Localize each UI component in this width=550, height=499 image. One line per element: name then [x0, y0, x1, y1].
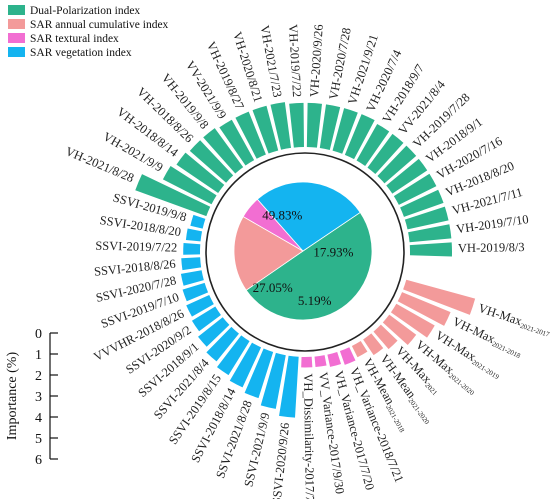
- bar-1: [408, 224, 452, 243]
- importance-axis: 0 1 2 3 4 5 6 Importance (%): [5, 327, 58, 468]
- bar-29: [186, 295, 214, 317]
- bar-41: [339, 347, 356, 365]
- legend-swatch-1: [8, 19, 25, 29]
- bar-20: [176, 152, 225, 193]
- bar-12: [306, 102, 322, 148]
- bar-45: [382, 314, 417, 346]
- legend-swatch-2: [8, 33, 25, 43]
- bar-label-1: VH-2019/7/10: [455, 212, 529, 236]
- bar-25: [183, 243, 201, 255]
- legend-swatch-3: [8, 47, 25, 57]
- legend-label-1: SAR annual cumulative index: [30, 19, 169, 31]
- inner-ring: [205, 152, 405, 352]
- bar-28: [182, 282, 209, 302]
- bar-15: [252, 105, 279, 154]
- bar-34: [229, 342, 262, 388]
- bar-label-sub-45: 2021-2020: [447, 371, 476, 397]
- bar-label-sub-46: 2021-2019: [471, 358, 501, 381]
- bar-9: [344, 114, 375, 160]
- bar-35: [244, 348, 274, 399]
- bar-48: [403, 279, 476, 315]
- pie-label-2: 5.19%: [298, 293, 332, 308]
- bar-4: [393, 173, 437, 205]
- legend-label-2: SAR textural index: [30, 33, 119, 45]
- bar-42: [351, 340, 368, 358]
- bar-33: [216, 335, 250, 376]
- bar-38: [301, 356, 313, 368]
- bar-22: [135, 174, 211, 217]
- bar-label-37: SSVI-2020/9/26: [269, 422, 292, 499]
- bar-8: [356, 123, 390, 166]
- pie-label-0: 49.83%: [262, 207, 302, 222]
- bar-7: [367, 133, 404, 175]
- bar-17: [219, 119, 255, 166]
- axis-tick-label-6: 6: [35, 453, 42, 468]
- bar-label-sub-47: 2021-2018: [491, 340, 522, 360]
- bar-46: [390, 303, 435, 338]
- bar-label-13: VH-2019/7/22: [286, 24, 304, 98]
- bar-5: [386, 158, 428, 194]
- bar-10: [332, 108, 358, 154]
- bar-30: [191, 306, 221, 332]
- axis-tick-label-3: 3: [35, 390, 42, 405]
- bar-43: [363, 333, 384, 356]
- bar-36: [260, 352, 286, 409]
- bar-2: [404, 206, 449, 230]
- bars-layer: [135, 102, 476, 418]
- bar-32: [206, 326, 239, 362]
- bar-19: [189, 140, 234, 183]
- bar-18: [203, 128, 244, 174]
- pie-slice-0: [245, 211, 373, 321]
- bar-11: [319, 104, 341, 150]
- pie-chart: 49.83% 17.93% 5.19% 27.05%: [233, 181, 373, 321]
- axis-tick-label-0: 0: [35, 327, 42, 342]
- bar-21: [162, 165, 217, 205]
- bar-label-sub-43: 2021-2020: [407, 397, 432, 427]
- axis-tick-label-4: 4: [35, 411, 42, 426]
- pie-label-3: 27.05%: [253, 280, 293, 295]
- bar-31: [198, 317, 230, 347]
- bar-3: [400, 189, 444, 217]
- bar-13: [289, 102, 304, 148]
- legend-label-0: Dual-Polarization index: [30, 5, 140, 17]
- axis-title: Importance (%): [5, 352, 20, 441]
- bar-24: [185, 228, 203, 242]
- bar-40: [327, 351, 342, 367]
- axis-tick-label-1: 1: [35, 348, 42, 363]
- bar-26: [181, 257, 202, 271]
- pie-slice-3: [256, 181, 361, 252]
- axis-tick-label-5: 5: [35, 432, 42, 447]
- pie-label-1: 17.93%: [313, 245, 353, 260]
- bar-39: [314, 355, 327, 368]
- bar-label-38: VH_Dissimilarity-2017/7/20: [301, 373, 317, 499]
- bar-label-25: SSVI-2019/7/22: [95, 239, 177, 255]
- bar-47: [397, 292, 451, 326]
- pie-slice-1: [233, 216, 304, 291]
- bar-label-sub-42: 2021-2018: [384, 403, 406, 434]
- legend-label-3: SAR vegetation index: [30, 47, 132, 59]
- bar-0: [409, 242, 452, 257]
- legend-swatch-0: [8, 5, 25, 15]
- bar-14: [270, 102, 292, 150]
- bar-label-0: VH-2019/8/3: [458, 240, 525, 255]
- axis-tick-label-2: 2: [35, 369, 42, 384]
- bar-label-12: VH-2020/9/26: [307, 24, 326, 98]
- bar-label-sub-48: 2021-2017: [519, 321, 550, 338]
- bar-44: [373, 324, 398, 350]
- bar-37: [279, 355, 299, 418]
- bar-23: [190, 214, 206, 229]
- legend: Dual-Polarization index SAR annual cumul…: [8, 5, 169, 59]
- bar-27: [180, 270, 204, 286]
- bar-label-sub-44: 2021: [424, 381, 440, 397]
- bar-16: [235, 111, 266, 159]
- bar-6: [377, 145, 417, 184]
